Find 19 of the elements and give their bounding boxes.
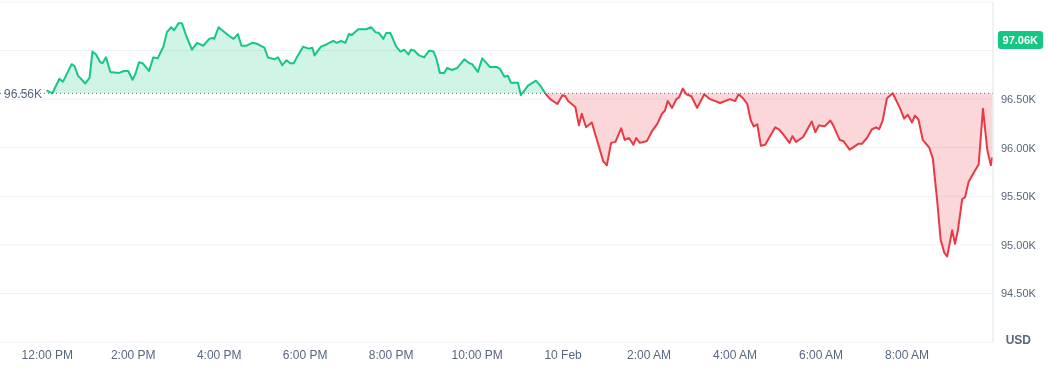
- y-tick-label: 94.50K: [1001, 287, 1037, 300]
- x-tick-label: 2:00 AM: [627, 347, 672, 362]
- x-tick-label: 6:00 PM: [282, 347, 328, 362]
- x-tick-label: 10:00 PM: [451, 347, 503, 362]
- x-tick-label: 6:00 AM: [799, 347, 844, 362]
- text: 97.06K: [997, 31, 1043, 49]
- x-tick-label: 12:00 PM: [21, 347, 73, 362]
- ref-line-label: 96.56K: [4, 86, 43, 101]
- y-tick-label: 95.50K: [1001, 190, 1037, 203]
- x-tick-label: 8:00 PM: [368, 347, 414, 362]
- x-tick-label: 2:00 PM: [110, 347, 156, 362]
- x-tick-label: 4:00 AM: [713, 347, 758, 362]
- x-tick-label: 4:00 PM: [196, 347, 242, 362]
- y-axis-title: USD: [1005, 333, 1031, 347]
- y-tick-label: 96.00K: [1001, 141, 1037, 154]
- y-tick-label: 95.00K: [1001, 238, 1037, 251]
- x-tick-label: 8:00 AM: [885, 347, 930, 362]
- y-tick-label: 96.50K: [1001, 93, 1037, 106]
- x-tick-label: 10 Feb: [544, 347, 583, 362]
